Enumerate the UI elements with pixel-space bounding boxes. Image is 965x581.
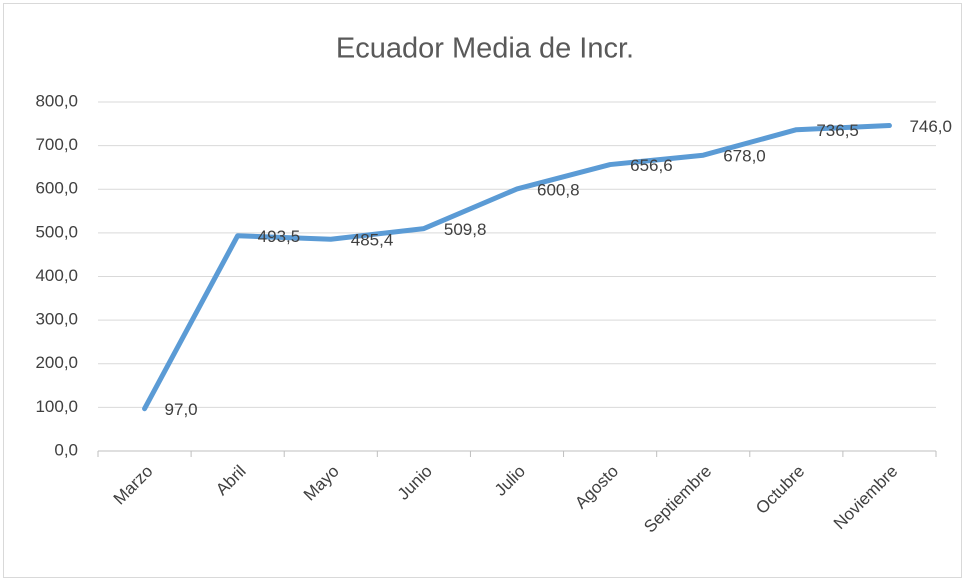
y-tick-label: 800,0 — [35, 91, 78, 110]
y-tick-label: 0,0 — [54, 440, 78, 459]
chart-border — [3, 3, 962, 578]
data-label: 493,5 — [258, 227, 301, 246]
y-tick-label: 400,0 — [35, 266, 78, 285]
y-tick-label: 700,0 — [35, 135, 78, 154]
chart-title: Ecuador Media de Incr. — [336, 33, 634, 65]
line — [142, 123, 892, 412]
y-tick-label: 500,0 — [35, 222, 78, 241]
data-label: 736,5 — [816, 121, 859, 140]
data-label: 509,8 — [444, 220, 487, 239]
data-label: 485,4 — [351, 231, 394, 250]
y-tick-label: 600,0 — [35, 179, 78, 198]
data-label: 656,6 — [630, 156, 673, 175]
data-label: 600,8 — [537, 180, 580, 199]
y-tick-label: 100,0 — [35, 397, 78, 416]
data-label: 678,0 — [723, 147, 766, 166]
y-tick-label: 200,0 — [35, 353, 78, 372]
y-tick-label: 300,0 — [35, 310, 78, 329]
data-label: 97,0 — [165, 400, 198, 419]
data-label: 746,0 — [909, 117, 952, 136]
